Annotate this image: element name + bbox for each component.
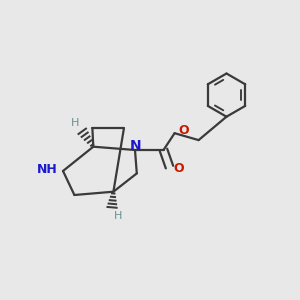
Text: H: H <box>71 118 80 128</box>
Text: O: O <box>173 162 184 175</box>
Text: H: H <box>113 211 122 220</box>
Text: N: N <box>130 140 141 153</box>
Text: NH: NH <box>37 163 58 176</box>
Text: O: O <box>178 124 189 137</box>
